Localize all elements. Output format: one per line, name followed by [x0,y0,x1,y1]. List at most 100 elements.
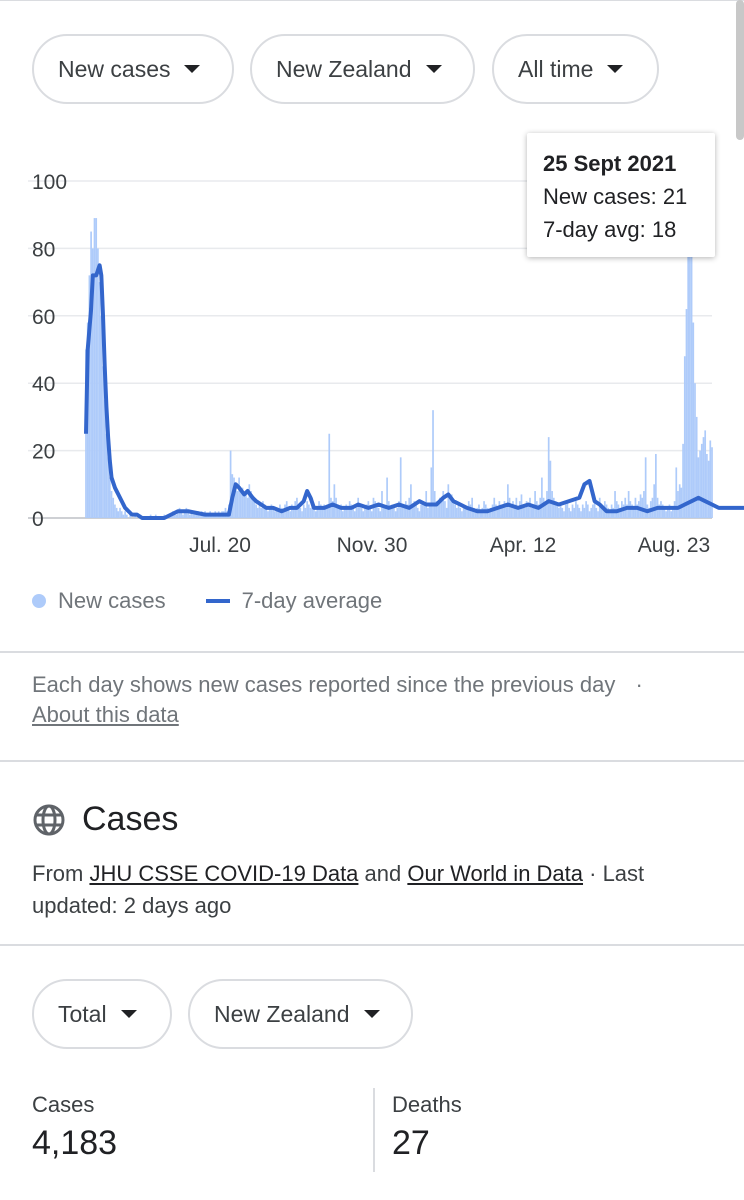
bar [330,497,332,518]
bar [427,507,429,518]
bar [573,507,576,518]
bar [455,507,458,518]
bar [248,484,251,518]
bar [377,507,380,518]
bar [299,507,302,518]
y-tick-label: 40 [32,373,55,396]
bar [243,494,246,518]
bar [558,507,560,518]
bar [501,507,504,518]
bar [568,507,570,518]
divider [0,760,744,762]
bar [597,511,599,518]
bar [365,504,368,518]
bar [663,507,666,518]
bar [655,453,657,518]
scrollbar[interactable] [736,0,744,140]
bar [683,356,686,518]
bar [666,507,669,518]
bar [302,504,305,518]
source-prefix: From [32,861,90,886]
owid-link[interactable]: Our World in Data [407,861,584,886]
region2-dropdown-label: New Zealand [214,1000,350,1027]
bar [496,507,499,518]
bar [336,504,339,518]
bar [394,511,397,518]
bar [382,504,385,518]
bar [500,504,502,518]
bar [537,504,540,518]
bar [430,467,433,518]
bar [438,497,441,518]
bar [518,501,521,518]
top-edge [0,0,744,1]
bar [442,491,445,518]
bar [326,504,329,518]
bar [115,507,118,518]
bar [454,504,456,518]
bar [273,511,276,518]
bar [268,507,271,518]
bar [183,511,186,518]
bar [342,511,344,518]
bar [462,504,465,518]
bar [541,477,543,518]
bar [544,504,547,518]
bar [370,511,373,518]
region-dropdown[interactable]: New Zealand [250,34,475,104]
bar [498,501,501,518]
bar [479,511,482,518]
x-tick-label: Nov. 30 [337,534,408,557]
bar [307,504,310,518]
bar [583,507,586,518]
bar [639,494,642,518]
chevron-down-icon [607,65,624,73]
bar [507,484,509,518]
bar [648,507,650,518]
chart-tooltip: 25 Sept 2021 New cases: 21 7-day avg: 18 [527,133,715,257]
bar [707,460,710,518]
legend-avg-label: 7-day average [241,588,383,613]
type-dropdown[interactable]: Total [32,979,172,1049]
bar [452,501,455,518]
bar [265,507,268,518]
region2-dropdown[interactable]: New Zealand [188,979,413,1049]
bar [542,497,545,518]
bar [709,440,712,518]
bar [644,457,647,518]
bar [263,504,266,518]
chevron-down-icon [184,65,201,73]
period-dropdown[interactable]: All time [492,34,659,104]
bar [122,514,125,518]
bar [464,507,467,518]
bar [569,511,572,518]
bar [275,507,278,518]
metric-dropdown[interactable]: New cases [32,34,234,104]
bar [461,511,463,518]
bar [398,501,400,518]
bar [432,410,434,518]
bar [588,511,591,518]
bar [440,501,443,518]
bar [472,507,475,518]
bar [689,218,691,518]
bar [386,477,388,518]
y-tick-label: 100 [32,171,67,194]
deaths-stat: Deaths 27 [392,1092,462,1163]
bar [614,491,616,518]
bar [102,366,104,518]
legend-new-cases-swatch [32,594,46,608]
about-data-link[interactable]: About this data [32,702,179,727]
bar [272,507,274,518]
bar [323,504,326,518]
bar [331,501,334,518]
jhu-link[interactable]: JHU CSSE COVID-19 Data [89,861,359,886]
bar [250,491,252,518]
cases-chart[interactable]: 0 20 40 60 80 100 Jul. 20 Nov. 30 Apr. 12 Aug. 23 [0,130,744,590]
bar [585,501,587,518]
bar [306,501,308,518]
chart-svg[interactable]: 0 20 40 60 80 100 Jul. 20 Nov. 30 Apr. 12 Aug. 23 [0,130,744,590]
bar [313,504,315,518]
bar [304,507,307,518]
bar [626,504,628,518]
